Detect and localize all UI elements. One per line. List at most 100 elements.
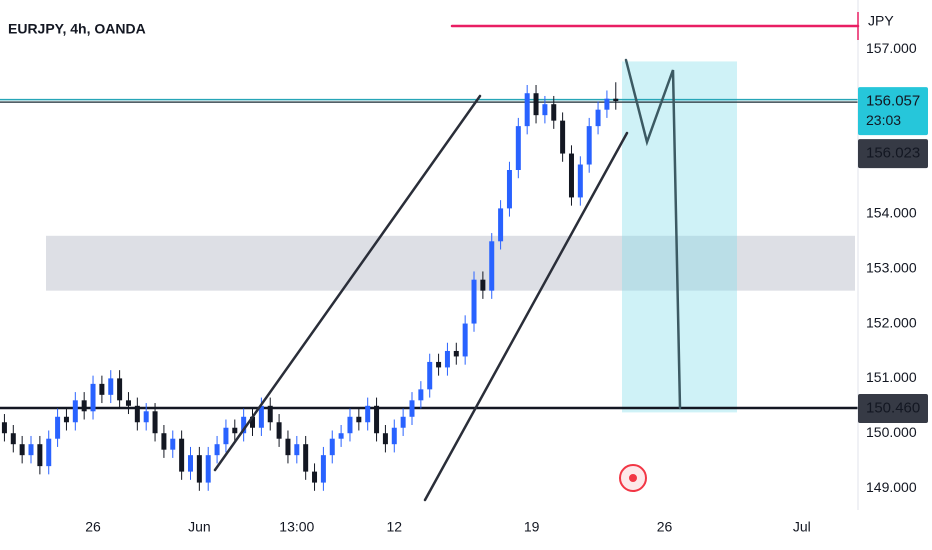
candle-body: [347, 416, 353, 434]
candle-body: [267, 405, 273, 423]
candle-body: [471, 279, 477, 324]
candle-body: [179, 438, 185, 472]
candle-body: [90, 383, 96, 412]
candle-body: [568, 153, 574, 198]
candle-body: [276, 422, 282, 439]
projection-path: [624, 58, 682, 410]
price-countdown: 23:03: [866, 112, 901, 128]
candle-body: [400, 416, 406, 428]
candle-body: [55, 416, 61, 439]
candle-body: [374, 405, 380, 434]
candle-body: [524, 93, 530, 127]
candle-body: [152, 411, 158, 434]
candle-body: [250, 416, 256, 428]
candle-body: [108, 378, 114, 395]
candle-body: [595, 109, 601, 127]
y-tick-label: 150.000: [866, 424, 917, 440]
channel-line: [423, 131, 629, 502]
candle-body: [187, 455, 193, 472]
candle-body: [19, 444, 25, 456]
currency-label: JPY: [868, 13, 894, 29]
candle-body: [117, 378, 123, 401]
candle-body: [409, 400, 415, 417]
candle-body: [382, 433, 388, 445]
price-label: 156.023: [866, 145, 920, 162]
candle-body: [533, 93, 539, 116]
candle-body: [232, 427, 238, 434]
candle-body: [320, 455, 326, 483]
candle-body: [542, 104, 548, 116]
candle-body: [294, 444, 300, 456]
candle-body: [506, 170, 512, 209]
candle-body: [143, 411, 149, 423]
price-label-box: [858, 87, 928, 136]
candle-body: [205, 455, 211, 483]
x-tick-label: 19: [524, 519, 540, 535]
candle-body: [196, 455, 202, 483]
candle-body: [427, 361, 433, 390]
candle-body: [214, 444, 220, 456]
y-tick-label: 152.000: [866, 314, 917, 330]
candle-body: [10, 433, 16, 445]
candle-body: [63, 416, 69, 423]
y-tick-label: 154.000: [866, 205, 917, 221]
channel-line: [213, 94, 482, 472]
candle-body: [312, 471, 318, 483]
chart-title: EURJPY, 4h, OANDA: [8, 21, 146, 37]
candle-body: [46, 438, 52, 467]
candle-body: [551, 104, 557, 121]
price-labels: 156.057 23:03 156.023 150.460: [858, 87, 928, 423]
candle-body: [613, 98, 619, 102]
candle-body: [241, 416, 247, 434]
candle-body: [365, 405, 371, 423]
candle-body: [134, 405, 140, 423]
candle-body: [329, 438, 335, 456]
candle-body: [462, 323, 468, 357]
price-label-box: [858, 394, 928, 423]
x-tick-label: 26: [657, 519, 673, 535]
x-tick-label: 26: [85, 519, 101, 535]
candle-body: [391, 427, 397, 445]
x-tick-label: Jul: [793, 519, 811, 535]
candle-body: [489, 241, 495, 291]
event-icon-dot: [629, 474, 637, 482]
y-tick-label: 153.000: [866, 259, 917, 275]
drawings: [213, 24, 860, 502]
price-label: 156.057: [866, 93, 920, 110]
candle-body: [577, 164, 583, 198]
candle-body: [28, 444, 34, 456]
price-label-box: [858, 139, 928, 169]
candle-body: [170, 438, 176, 450]
candle-body: [72, 400, 78, 423]
candle-body: [560, 120, 566, 154]
candle-body: [99, 383, 105, 395]
axes: 157.000 154.000 153.000 152.000 151.000 150.0…: [85, 40, 917, 535]
price-label: 150.460: [866, 399, 920, 416]
candle-body: [161, 433, 167, 450]
candle-body: [81, 400, 87, 412]
candle-body: [418, 389, 424, 401]
candle-body: [1, 422, 7, 434]
x-tick-label: 13:00: [279, 519, 314, 535]
candles: [1, 82, 619, 491]
candle-body: [125, 400, 131, 406]
x-tick-label: 12: [386, 519, 402, 535]
x-tick-label: Jun: [188, 519, 211, 535]
candle-body: [285, 438, 291, 456]
candle-body: [604, 98, 610, 110]
y-tick-label: 151.000: [866, 369, 917, 385]
candle-body: [258, 405, 264, 428]
candle-body: [480, 279, 486, 291]
candle-body: [444, 350, 450, 368]
candle-body: [338, 433, 344, 439]
candle-body: [223, 427, 229, 445]
y-tick-label: 157.000: [866, 40, 917, 56]
zone: [46, 235, 855, 291]
candle-body: [586, 126, 592, 165]
candle-body: [303, 444, 309, 472]
y-tick-label: 149.000: [866, 479, 917, 495]
candle-body: [453, 350, 459, 357]
candle-body: [37, 444, 43, 467]
